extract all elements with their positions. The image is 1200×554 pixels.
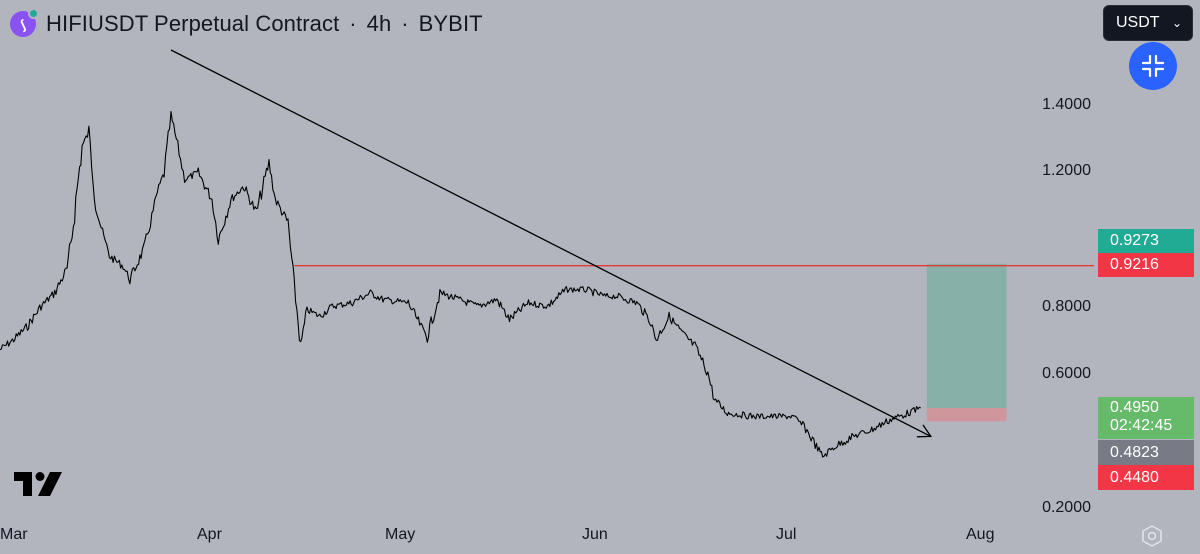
time-axis-label: Aug bbox=[966, 526, 995, 543]
price-axis-label: 1.2000 bbox=[1042, 162, 1091, 179]
bar-countdown: 02:42:45 bbox=[1110, 417, 1173, 434]
title-separator: · bbox=[401, 11, 409, 36]
price-axis-label: 1.4000 bbox=[1042, 96, 1091, 113]
symbol-logo-icon: ∫ bbox=[10, 8, 39, 37]
time-axis-label: May bbox=[385, 526, 416, 543]
title-separator: · bbox=[349, 11, 357, 36]
stop-price-value: 0.4480 bbox=[1110, 468, 1159, 486]
tradingview-logo-icon[interactable] bbox=[14, 470, 64, 498]
stop-zone bbox=[926, 408, 1007, 422]
settings-icon[interactable] bbox=[1140, 524, 1164, 548]
gray-price-value: 0.4823 bbox=[1110, 443, 1159, 461]
chevron-down-icon: ⌄ bbox=[1171, 16, 1182, 30]
target-price-value: 0.9273 bbox=[1110, 232, 1159, 249]
stop-price-tag: 0.4480 bbox=[1098, 465, 1194, 490]
target-price-tag: 0.9273 bbox=[1098, 229, 1194, 253]
trendline bbox=[170, 49, 932, 437]
exit-fullscreen-button[interactable] bbox=[1129, 42, 1177, 90]
chart-header: ∫ HIFIUSDT Perpetual Contract · 4h · BYB… bbox=[10, 6, 483, 42]
interval-label[interactable]: 4h bbox=[366, 11, 392, 36]
time-axis-label: Apr bbox=[197, 526, 222, 543]
target-zone bbox=[926, 263, 1007, 409]
trendline-arrow bbox=[916, 424, 933, 438]
price-series-line bbox=[0, 110, 921, 458]
currency-select[interactable]: USDT ⌄ bbox=[1104, 6, 1192, 40]
market-open-dot-icon bbox=[28, 8, 39, 19]
symbol-title[interactable]: HIFIUSDT Perpetual Contract bbox=[46, 11, 340, 36]
time-axis-label: Mar bbox=[0, 526, 28, 543]
resistance-price-tag: 0.9216 bbox=[1098, 253, 1194, 277]
current-price-tag: 0.4950 02:42:45 bbox=[1098, 397, 1194, 439]
collapse-icon bbox=[1141, 54, 1165, 78]
price-axis-label: 0.8000 bbox=[1042, 298, 1091, 315]
resistance-price-value: 0.9216 bbox=[1110, 256, 1159, 273]
currency-value: USDT bbox=[1116, 14, 1160, 31]
current-price-value: 0.4950 bbox=[1110, 399, 1159, 416]
time-axis-label: Jun bbox=[582, 526, 608, 543]
price-axis-label: 0.6000 bbox=[1042, 365, 1091, 382]
price-axis-label: 0.2000 bbox=[1042, 499, 1091, 516]
time-axis-label: Jul bbox=[776, 526, 797, 543]
exchange-label: BYBIT bbox=[418, 11, 483, 36]
gray-price-tag: 0.4823 bbox=[1098, 440, 1194, 465]
